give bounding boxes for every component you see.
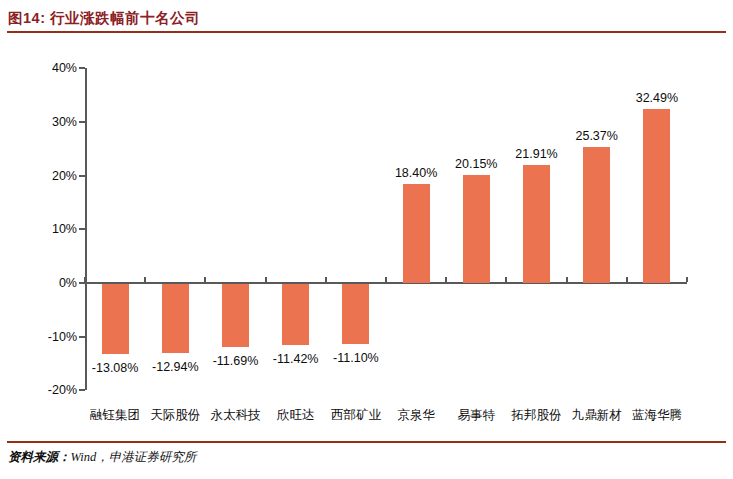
category-boundary-tick xyxy=(566,277,568,282)
footer-rule xyxy=(7,441,726,443)
y-axis-tick-mark xyxy=(79,389,85,391)
category-boundary-tick xyxy=(445,277,447,282)
category-boundary-tick xyxy=(385,277,387,282)
bar-3 xyxy=(282,284,309,345)
category-boundary-tick xyxy=(626,277,628,282)
category-label: 西部矿业 xyxy=(326,407,386,423)
y-axis-tick-mark xyxy=(79,175,85,177)
report-figure-page: 图14: 行业涨跌幅前十名公司 40% 30% 20% 10% 0% -10% -20% -1… xyxy=(0,0,733,479)
category-boundary-tick xyxy=(325,277,327,282)
title-underline xyxy=(7,31,726,33)
category-label: 融钰集团 xyxy=(85,407,145,423)
bar-6 xyxy=(463,175,490,283)
category-label: 易事特 xyxy=(446,407,506,423)
category-label: 天际股份 xyxy=(145,407,205,423)
y-axis-tick-mark xyxy=(79,228,85,230)
y-axis-tick-mark xyxy=(79,67,85,69)
source-label: 资料来源： xyxy=(8,450,71,464)
bar-4 xyxy=(342,284,369,344)
y-axis-tick-mark xyxy=(79,336,85,338)
bar-0 xyxy=(102,284,129,354)
category-boundary-tick xyxy=(144,277,146,282)
bar-7 xyxy=(523,165,550,283)
figure-title: 图14: 行业涨跌幅前十名公司 xyxy=(8,9,200,28)
bar-8 xyxy=(583,147,610,283)
y-axis-tick-label: 10% xyxy=(19,221,77,237)
y-axis-tick-label: -10% xyxy=(19,329,77,345)
bar-value-label: 25.37% xyxy=(560,128,634,144)
y-axis-tick-mark xyxy=(79,121,85,123)
bar-value-label: -11.10% xyxy=(319,350,393,366)
category-boundary-tick xyxy=(505,277,507,282)
category-label: 永太科技 xyxy=(205,407,265,423)
category-label: 蓝海华腾 xyxy=(627,407,687,423)
source-note: 资料来源：Wind，申港证券研究所 xyxy=(8,449,196,466)
category-boundary-tick xyxy=(84,277,86,282)
bar-value-label: 21.91% xyxy=(500,146,574,162)
source-text: Wind，申港证券研究所 xyxy=(71,450,197,464)
y-axis-tick-label: 0% xyxy=(19,275,77,291)
category-boundary-tick xyxy=(686,277,688,282)
bar-value-label: 32.49% xyxy=(620,90,694,106)
bar-1 xyxy=(162,284,189,353)
y-axis-tick-label: 30% xyxy=(19,114,77,130)
bar-9 xyxy=(643,109,670,283)
category-label: 京泉华 xyxy=(386,407,446,423)
y-axis-line xyxy=(85,68,87,390)
bar-5 xyxy=(403,184,430,283)
y-axis-tick-label: 20% xyxy=(19,168,77,184)
y-axis-tick-label: 40% xyxy=(19,60,77,76)
category-label: 欣旺达 xyxy=(266,407,326,423)
y-axis-tick-label: -20% xyxy=(19,382,77,398)
category-label: 九鼎新材 xyxy=(567,407,627,423)
category-boundary-tick xyxy=(204,277,206,282)
bar-2 xyxy=(222,284,249,347)
category-label: 拓邦股份 xyxy=(506,407,566,423)
category-boundary-tick xyxy=(265,277,267,282)
